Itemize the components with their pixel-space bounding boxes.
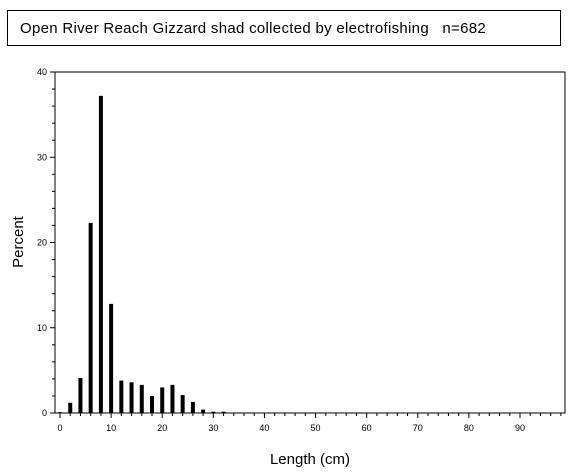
bar-24cm: [180, 395, 185, 413]
bar-20cm: [160, 387, 165, 413]
x-tick-label: 0: [57, 423, 62, 433]
x-tick-label: 50: [311, 423, 321, 433]
plot-frame: [54, 71, 566, 414]
bar-30cm: [211, 411, 216, 413]
bar-18cm: [150, 395, 154, 413]
bar-32cm: [221, 411, 226, 413]
bar-26cm: [190, 401, 195, 413]
bar-6cm: [88, 222, 93, 413]
bar-0cm: [58, 412, 62, 413]
bar-8cm: [98, 95, 103, 414]
chart-title-note: n=682: [442, 19, 487, 37]
x-axis-title: Length (cm): [270, 451, 350, 468]
x-tick-label: 20: [157, 423, 167, 433]
y-tick-label: 0: [42, 408, 47, 418]
bar-2cm: [68, 402, 73, 413]
x-tick-label: 30: [208, 423, 218, 433]
y-tick-label: 40: [37, 67, 47, 77]
x-tick-label: 10: [106, 423, 116, 433]
bar-4cm: [78, 378, 83, 413]
bar-10cm: [109, 303, 114, 413]
chart-title-box: Open River Reach Gizzard shad collected …: [7, 10, 561, 46]
y-tick-label: 20: [37, 238, 47, 248]
x-tick-label: 60: [362, 423, 372, 433]
x-tick-label: 90: [515, 423, 525, 433]
bar-22cm: [170, 384, 175, 413]
bar-28cm: [201, 409, 206, 413]
bar-14cm: [129, 382, 134, 413]
bar-16cm: [139, 384, 144, 413]
x-tick-label: 40: [259, 423, 269, 433]
y-tick-label: 30: [37, 152, 47, 162]
y-tick-label: 10: [37, 323, 47, 333]
bar-12cm: [119, 380, 124, 413]
x-tick-label: 70: [413, 423, 423, 433]
y-axis-title: Percent: [10, 215, 27, 268]
x-tick-label: 80: [464, 423, 474, 433]
chart-title: Open River Reach Gizzard shad collected …: [20, 19, 429, 37]
